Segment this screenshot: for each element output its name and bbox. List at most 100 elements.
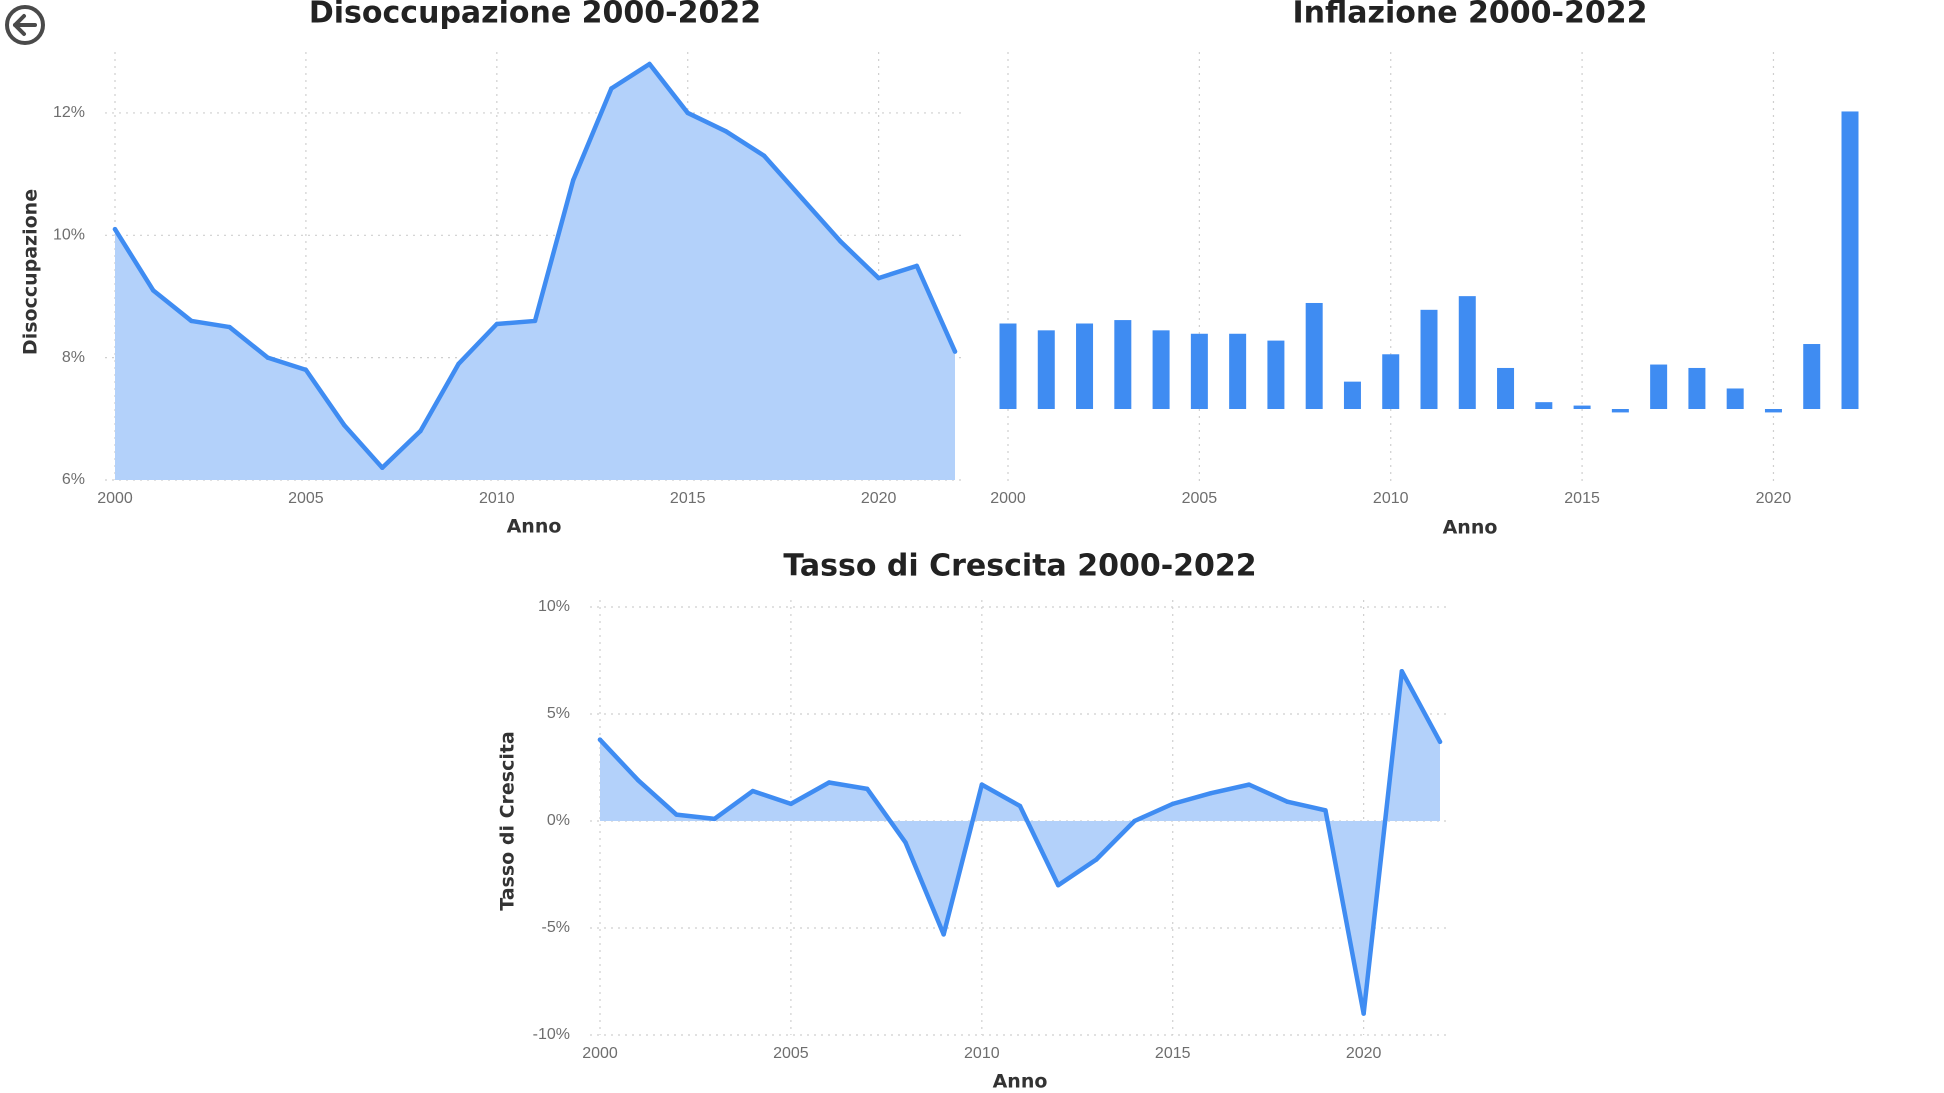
data-point (723, 129, 729, 134)
series-line (597, 668, 1443, 1016)
data-point (865, 786, 870, 792)
y-tick-label: 0% (547, 812, 570, 829)
data-point (189, 318, 194, 324)
data-point (1437, 739, 1443, 745)
data-point (418, 428, 423, 434)
bar-2006 (1229, 333, 1247, 409)
data-point (1017, 803, 1023, 809)
bar-2015 (1573, 405, 1591, 409)
series-area (115, 64, 955, 480)
x-axis-title: Anno (1443, 517, 1498, 539)
data-point (647, 61, 652, 67)
bar-2007 (1267, 340, 1285, 409)
bar-2009 (1343, 381, 1361, 409)
data-point (341, 422, 347, 428)
x-tick-label: 2005 (773, 1045, 809, 1062)
data-point (227, 324, 232, 330)
y-axis-title: Tasso di Crescita (497, 731, 519, 911)
bar-2014 (1535, 402, 1553, 409)
y-tick-label: 8% (62, 349, 85, 366)
x-axis-title: Anno (507, 516, 562, 538)
data-point (1170, 801, 1175, 807)
x-tick-label: 2020 (1756, 490, 1792, 507)
data-point (1285, 799, 1290, 804)
series-area (600, 671, 1440, 1014)
y-tick-label: -5% (542, 919, 570, 936)
x-tick-label: 2000 (97, 490, 133, 507)
arrow-left-circle-icon (5, 5, 45, 45)
bar-2005 (1190, 333, 1208, 409)
bar-2022 (1841, 111, 1859, 410)
x-tick-label: 2010 (1373, 490, 1409, 507)
data-point (903, 840, 908, 845)
data-point (380, 465, 385, 470)
data-point (494, 321, 500, 327)
bar-2012 (1458, 296, 1476, 409)
y-tick-label: 10% (53, 227, 85, 244)
chart-title: Disoccupazione 2000-2022 (309, 0, 761, 31)
y-tick-label: -10% (533, 1026, 570, 1043)
x-tick-label: 2015 (1155, 1045, 1191, 1062)
bar-2013 (1497, 367, 1515, 409)
data-point (1361, 1011, 1366, 1016)
x-tick-label: 2020 (861, 490, 897, 507)
data-point (570, 178, 576, 183)
data-point (712, 816, 717, 822)
data-point (1055, 883, 1061, 888)
data-point (303, 367, 309, 373)
bar-2008 (1305, 302, 1323, 409)
x-tick-label: 2020 (1346, 1045, 1382, 1062)
x-tick-label: 2015 (1564, 490, 1600, 507)
data-point (635, 778, 641, 783)
data-point (1323, 808, 1328, 813)
x-tick-label: 2000 (990, 490, 1026, 507)
y-axis-title: Disoccupazione (20, 189, 42, 355)
bar-2016 (1611, 409, 1629, 413)
data-point (1094, 857, 1099, 862)
bar-2002 (1076, 323, 1094, 409)
x-tick-label: 2005 (288, 490, 324, 507)
data-point (112, 226, 118, 232)
data-point (1399, 669, 1405, 674)
data-point (979, 782, 985, 787)
bar-2020 (1764, 409, 1782, 413)
data-point (1208, 790, 1214, 796)
data-point (750, 788, 755, 794)
back-button[interactable] (1, 1, 47, 47)
data-point (941, 932, 946, 937)
data-point (1132, 818, 1137, 824)
bar-2000 (999, 323, 1017, 409)
data-point (456, 361, 461, 366)
x-tick-label: 2010 (479, 490, 515, 507)
bar-2010 (1382, 354, 1400, 409)
y-tick-label: 12% (53, 104, 85, 121)
chart-title: Tasso di Crescita 2000-2022 (783, 549, 1256, 584)
bar-2004 (1152, 330, 1170, 409)
x-tick-label: 2000 (582, 1045, 618, 1062)
data-point (150, 288, 156, 293)
data-point (1246, 782, 1252, 787)
x-tick-label: 2005 (1182, 490, 1218, 507)
y-tick-label: 6% (62, 471, 85, 488)
data-point (532, 318, 538, 324)
data-point (265, 355, 270, 360)
x-axis-title: Anno (993, 1071, 1048, 1093)
data-point (914, 263, 920, 269)
data-point (761, 153, 767, 158)
data-point (952, 349, 958, 354)
bar-2003 (1114, 320, 1132, 409)
bar-2019 (1726, 388, 1744, 409)
data-point (838, 239, 843, 244)
bar-2011 (1420, 309, 1438, 409)
data-point (674, 812, 679, 817)
data-point (597, 737, 603, 742)
data-point (788, 801, 794, 807)
bar-2018 (1688, 367, 1706, 409)
x-tick-label: 2010 (964, 1045, 1000, 1062)
data-point (826, 780, 832, 785)
x-tick-label: 2015 (670, 490, 706, 507)
data-point (685, 110, 690, 116)
data-point (800, 196, 805, 201)
y-tick-label: 10% (538, 598, 570, 615)
bar-2017 (1650, 364, 1668, 409)
